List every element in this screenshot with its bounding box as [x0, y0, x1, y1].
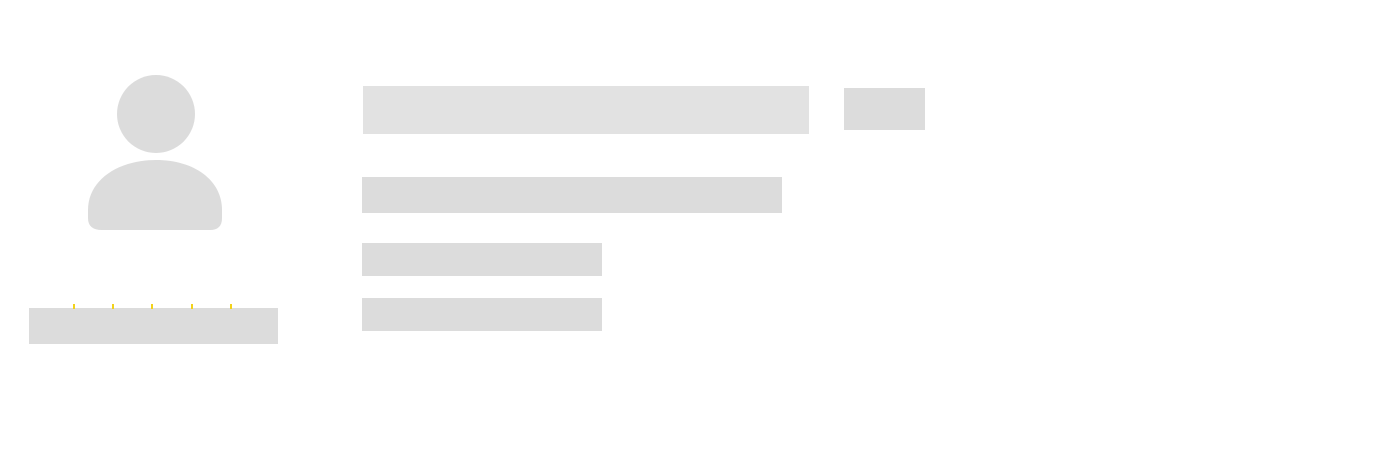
avatar: [84, 72, 228, 236]
star-icon: [230, 304, 232, 309]
star-icon: [73, 304, 75, 309]
profile-badge-placeholder: [844, 88, 925, 130]
profile-name-placeholder: [363, 86, 809, 134]
rating-stars-placeholder: [29, 304, 278, 344]
star-icon: [151, 304, 153, 309]
profile-detail-placeholder-2: [362, 298, 602, 331]
user-placeholder-icon: [88, 75, 222, 230]
profile-detail-placeholder-1: [362, 243, 602, 276]
profile-subtitle-placeholder: [362, 177, 782, 213]
star-icon: [112, 304, 114, 309]
star-icon: [191, 304, 193, 309]
